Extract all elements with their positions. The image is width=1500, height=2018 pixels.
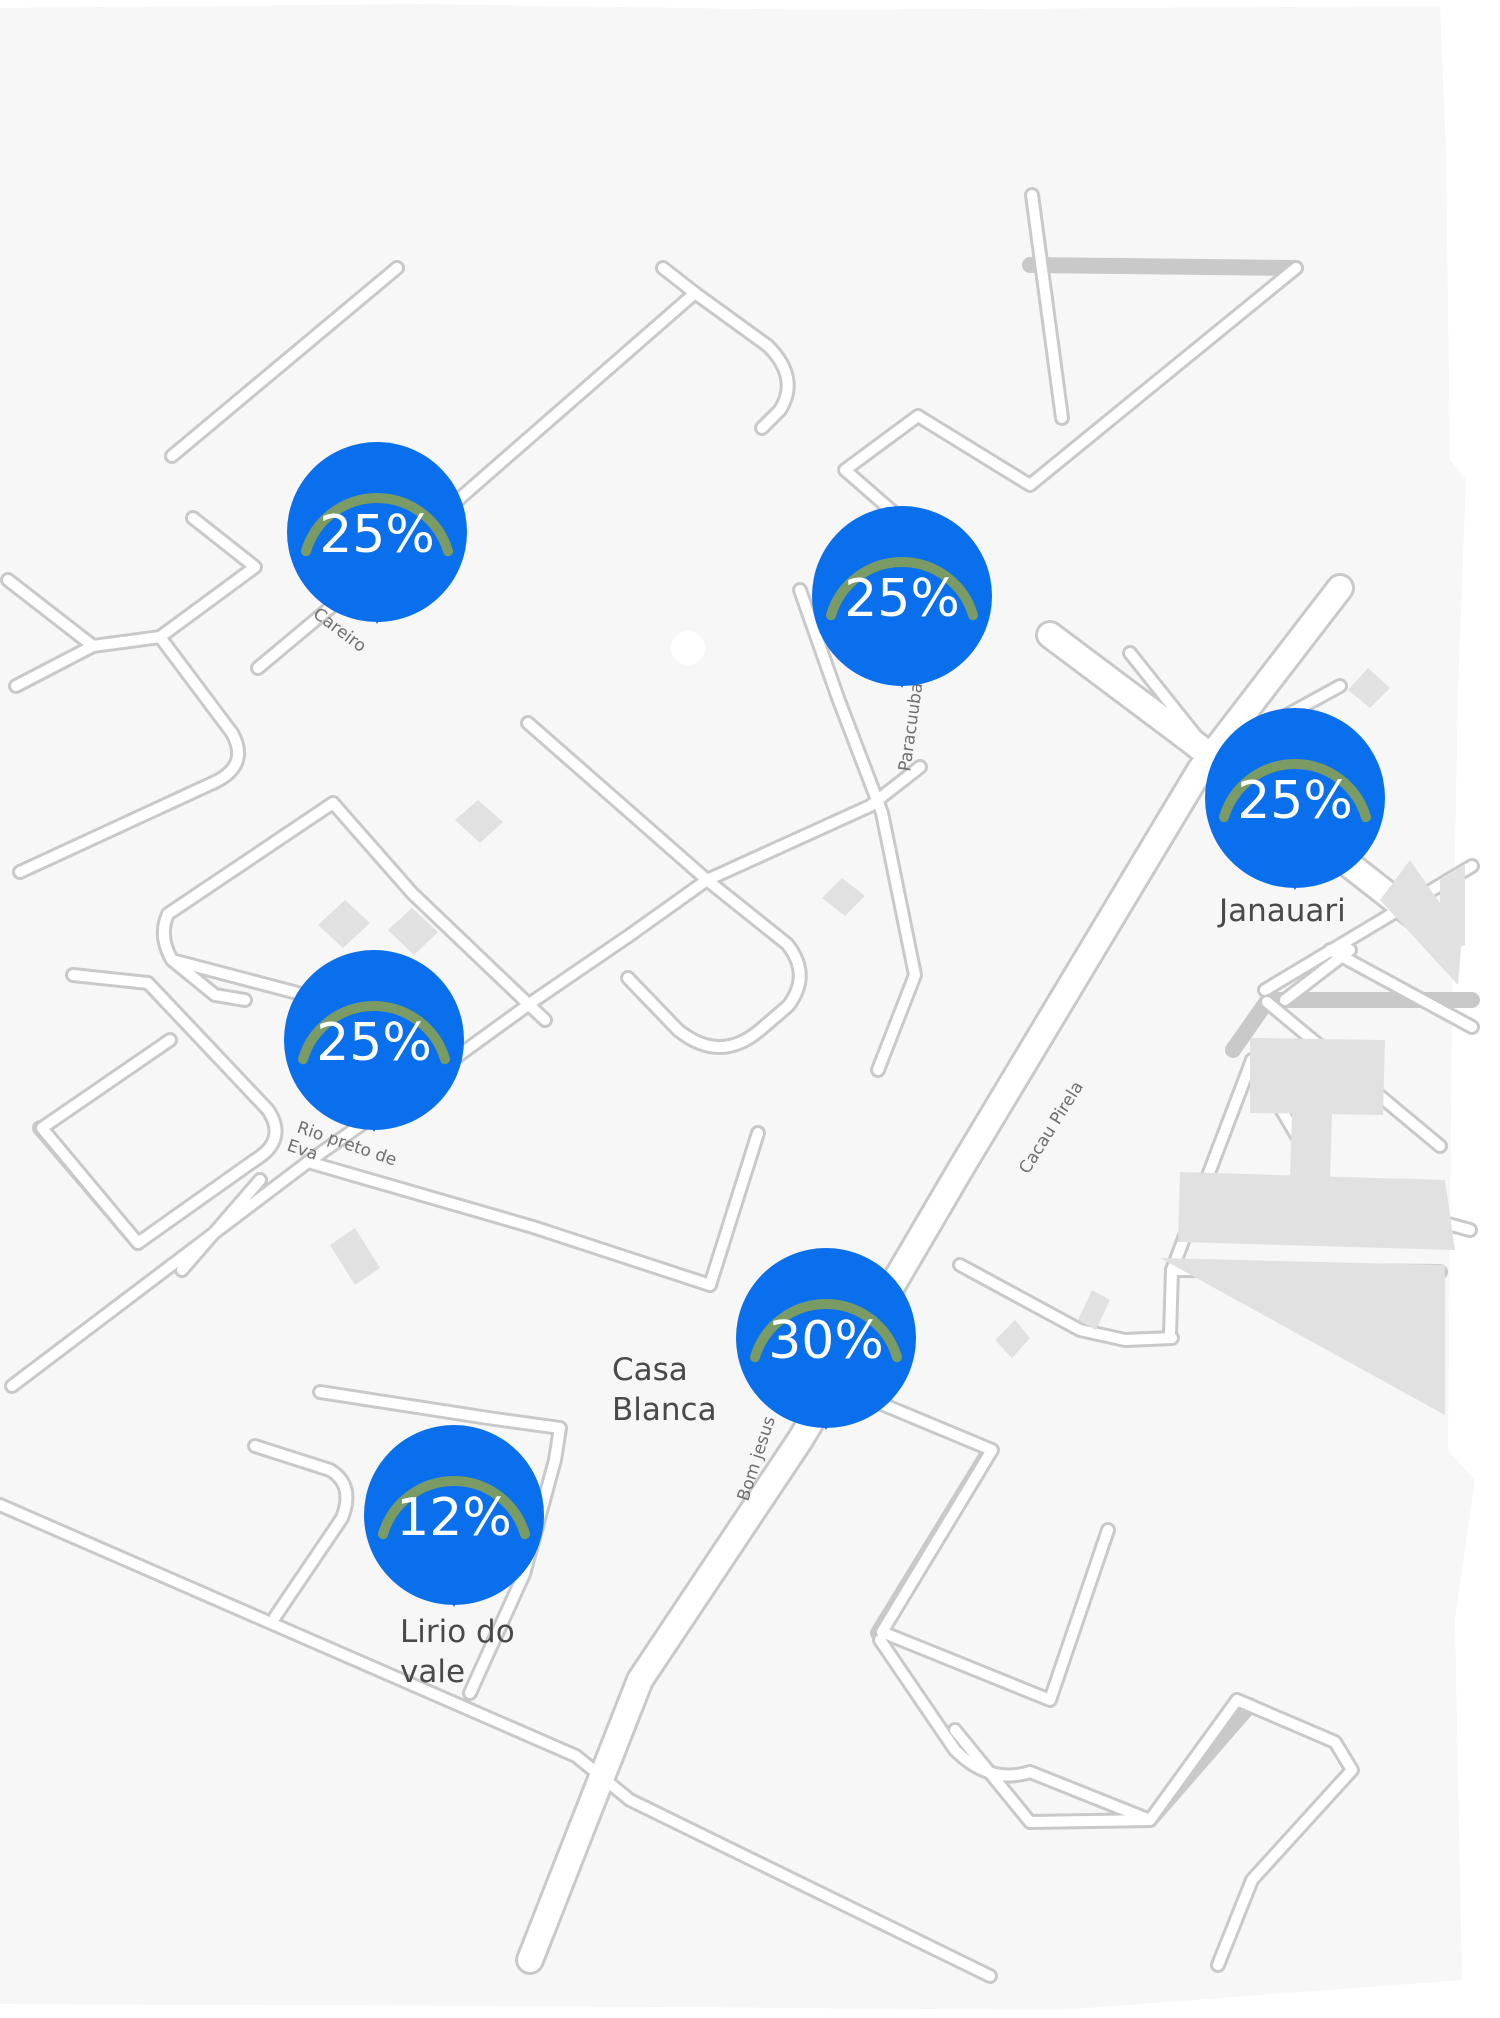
marker-bubble bbox=[1205, 708, 1385, 888]
place-label-casa-blanca-line1: Casa bbox=[612, 1352, 688, 1388]
building-blocks bbox=[318, 668, 1465, 1415]
place-label-lirio-line2: vale bbox=[400, 1654, 465, 1690]
marker-bubble bbox=[287, 442, 467, 622]
marker-paracuuba[interactable]: 25% bbox=[812, 506, 992, 688]
marker-lirio[interactable]: 12% bbox=[364, 1425, 544, 1607]
percent-label: 12% bbox=[396, 1488, 512, 1548]
marker-rio-preto[interactable]: 25% bbox=[284, 950, 464, 1132]
percent-label: 25% bbox=[319, 505, 435, 565]
percent-label: 30% bbox=[768, 1311, 884, 1371]
road-network bbox=[0, 187, 1480, 1984]
marker-bubble bbox=[812, 506, 992, 686]
marker-bubble bbox=[736, 1248, 916, 1428]
marker-janauari[interactable]: 25% bbox=[1205, 708, 1385, 890]
percent-label: 25% bbox=[1237, 771, 1353, 831]
place-label-lirio-line1: Lirio do bbox=[400, 1614, 515, 1650]
progress-arc bbox=[750, 1299, 902, 1363]
percent-label: 25% bbox=[844, 569, 960, 629]
marker-layer: 25% 25% 25% 25% 30% bbox=[284, 442, 1385, 1607]
map-clearing bbox=[671, 631, 705, 665]
marker-bubble bbox=[284, 950, 464, 1130]
progress-arc bbox=[826, 557, 978, 621]
progress-arc bbox=[378, 1476, 530, 1540]
place-label-janauari: Janauari bbox=[1217, 893, 1346, 929]
marker-bubble bbox=[364, 1425, 544, 1605]
progress-arc bbox=[1219, 759, 1371, 823]
progress-arc bbox=[298, 1001, 450, 1065]
marker-casa-blanca[interactable]: 30% bbox=[736, 1248, 916, 1430]
marker-careiro[interactable]: 25% bbox=[287, 442, 467, 624]
percent-label: 25% bbox=[316, 1013, 432, 1073]
place-label-casa-blanca-line2: Blanca bbox=[612, 1392, 717, 1428]
progress-arc bbox=[301, 493, 453, 557]
